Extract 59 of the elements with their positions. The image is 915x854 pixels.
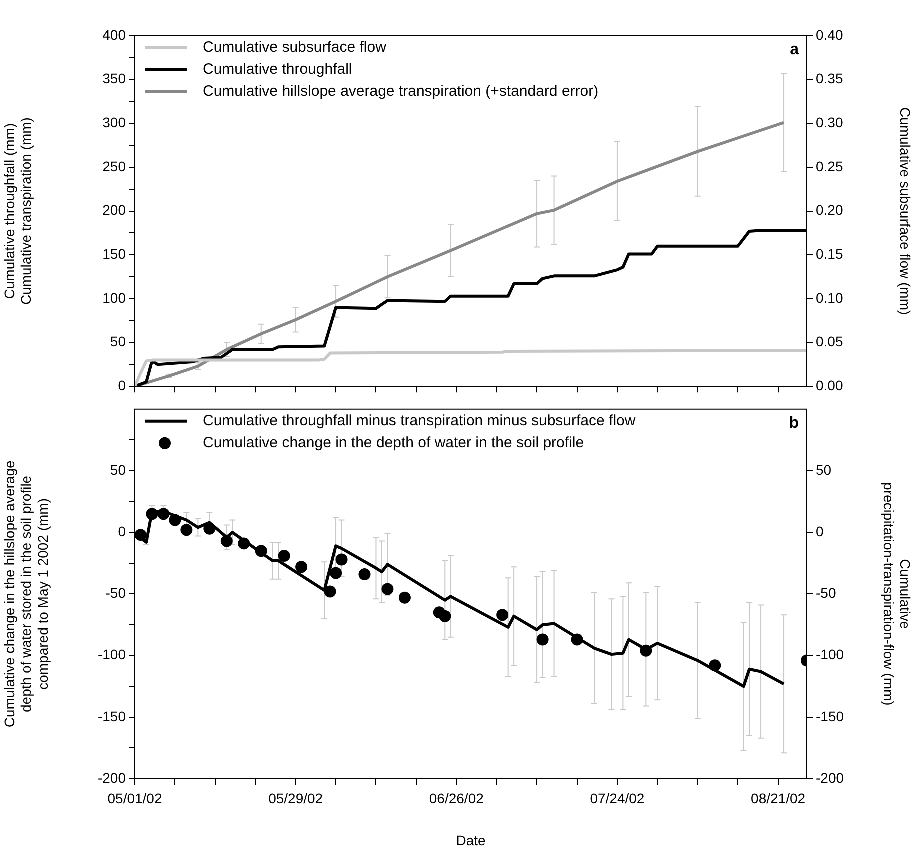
- y2-tick-label: 50: [816, 462, 832, 478]
- point: [382, 583, 394, 596]
- point: [536, 634, 549, 646]
- y2-tick-label: -100: [816, 646, 844, 663]
- point: [324, 586, 336, 598]
- y-tick-label: 400: [102, 26, 126, 43]
- y-tick-label: 0: [118, 377, 126, 394]
- y-tick-label: 0: [118, 523, 126, 540]
- x-axis-title: Date: [456, 832, 486, 848]
- point: [278, 550, 290, 562]
- y-tick-label: 250: [102, 158, 126, 174]
- y-tick-label: 350: [102, 70, 126, 87]
- point: [330, 567, 342, 580]
- y2-tick-label: -50: [816, 585, 836, 602]
- y-tick-label: -100: [98, 646, 126, 663]
- x-tick-label: 06/26/02: [429, 790, 484, 806]
- point: [358, 568, 371, 580]
- legend-label: Cumulative subsurface flow: [203, 39, 387, 56]
- x-tick-label: 05/01/02: [108, 790, 162, 806]
- y-axis-title: Cumulative change in the hillslope average depth of water stored in the soil profile compared to May 1 2002 (mm): [1, 460, 51, 728]
- x-tick-label: 05/29/02: [268, 790, 324, 806]
- y2-axis-title: Cumulative precipitation-transpiration-flow (mm): [880, 482, 914, 706]
- y2-tick-label: 0.25: [816, 158, 844, 174]
- y2-tick-label: -200: [816, 770, 844, 786]
- y2-tick-label: 0.35: [816, 70, 844, 87]
- annotation: a: [790, 41, 800, 58]
- y-tick-label: 50: [110, 334, 126, 350]
- annotation: b: [789, 414, 800, 432]
- point: [496, 609, 509, 622]
- x-tick-label: 07/24/02: [590, 790, 645, 806]
- y2-tick-label: 0.15: [816, 246, 844, 262]
- point: [439, 610, 452, 622]
- y2-tick-label: 0.40: [816, 26, 844, 43]
- point: [398, 592, 411, 604]
- y-tick-label: -200: [98, 770, 126, 786]
- y2-axis-title: Cumulative subsurface flow (mm): [898, 107, 914, 316]
- y-axis-title: Cumulative throughfall (mm) Cumulative transpiration (mm): [1, 118, 34, 306]
- point: [336, 554, 348, 566]
- y-tick-label: 300: [102, 114, 126, 131]
- y-tick-label: 100: [102, 290, 126, 306]
- y-tick-label: -150: [98, 708, 126, 724]
- y-tick-label: 150: [102, 246, 126, 262]
- y2-tick-label: 0.20: [816, 202, 844, 218]
- y2-tick-label: 0.10: [816, 290, 844, 306]
- y2-tick-label: 0.05: [816, 334, 844, 350]
- y-tick-label: -50: [106, 585, 126, 602]
- legend-label: Cumulative throughfall: [203, 61, 352, 78]
- y2-tick-label: 0: [816, 523, 824, 540]
- y2-tick-label: 0.30: [816, 114, 844, 131]
- legend-label: Cumulative change in the depth of water in the soil profile: [203, 434, 584, 452]
- legend-label: Cumulative throughfall minus transpiration minus subsurface flow: [203, 412, 636, 430]
- point: [296, 561, 308, 574]
- y-tick-label: 50: [110, 462, 126, 478]
- point: [180, 524, 193, 536]
- y2-tick-label: -150: [816, 708, 844, 724]
- legend-label: Cumulative hillslope average transpiration (+standard error): [203, 83, 599, 100]
- y-tick-label: 200: [102, 202, 126, 218]
- y2-tick-label: 0.00: [816, 377, 844, 394]
- x-tick-label: 08/21/02: [751, 790, 806, 806]
